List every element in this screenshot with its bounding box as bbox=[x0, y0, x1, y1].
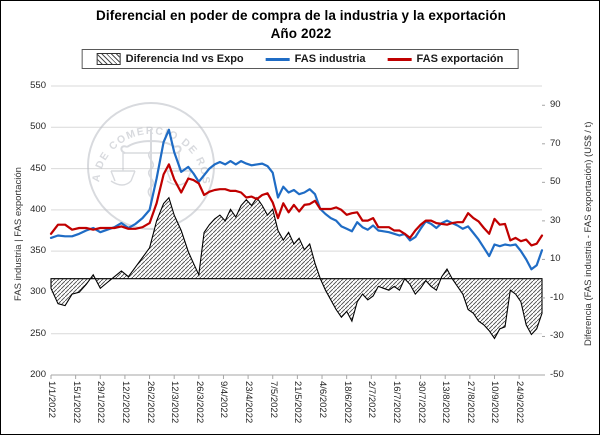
x-tick-label: 23/4/2022 bbox=[243, 381, 255, 424]
x-tick-label: 10/9/2022 bbox=[489, 381, 501, 424]
left-axis-title: FAS industria | FAS exportación bbox=[13, 167, 24, 301]
legend-item-fas-exportacion: FAS exportación bbox=[387, 53, 504, 65]
x-tick-label: 18/6/2022 bbox=[341, 381, 353, 424]
x-tick-label: 30/7/2022 bbox=[415, 381, 427, 424]
red-line-swatch-icon bbox=[387, 57, 412, 61]
x-tick-label: 13/8/2022 bbox=[440, 381, 452, 424]
left-axis-tick-label: 250 bbox=[30, 327, 46, 339]
right-axis-tick-label: 70 bbox=[550, 137, 561, 149]
x-tick-label: 16/7/2022 bbox=[390, 381, 402, 424]
right-axis-title: Diferencia (FAS industria - FAS exportac… bbox=[583, 121, 594, 346]
fas-industria-line-series bbox=[49, 128, 544, 271]
left-axis-tick-label: 550 bbox=[30, 80, 46, 91]
x-tick-label: 2/7/2022 bbox=[366, 381, 378, 418]
legend-label: FAS industria bbox=[294, 53, 366, 65]
left-axis-tick-label: 200 bbox=[30, 369, 46, 380]
left-axis-tick-label: 500 bbox=[30, 121, 46, 133]
legend-item-diferencia: Diferencia Ind vs Expo bbox=[96, 53, 244, 65]
legend-label: Diferencia Ind vs Expo bbox=[125, 53, 244, 65]
caduceus-icon bbox=[120, 129, 182, 206]
x-tick-label: 4/6/2022 bbox=[317, 381, 329, 418]
x-tick-label: 26/3/2022 bbox=[193, 381, 205, 424]
legend-item-fas-industria: FAS industria bbox=[265, 53, 366, 65]
right-axis-tick-label: 90 bbox=[550, 99, 561, 111]
left-axis-tick-label: 450 bbox=[30, 162, 46, 174]
left-axis-tick-label: 350 bbox=[30, 245, 46, 257]
x-tick-label: 15/1/2022 bbox=[70, 381, 82, 424]
right-axis-tick-label: -30 bbox=[550, 330, 564, 342]
x-tick-label: 1/1/2022 bbox=[46, 381, 57, 418]
x-tick-label: 12/2/2022 bbox=[119, 381, 131, 424]
x-tick-label: 29/1/2022 bbox=[95, 381, 107, 424]
left-axis-tick-label: 400 bbox=[30, 203, 46, 215]
left-axis-tick-label: 300 bbox=[30, 286, 46, 298]
x-tick-label: 24/9/2022 bbox=[514, 381, 526, 424]
right-axis-tick-label: 30 bbox=[550, 214, 561, 226]
legend-label: FAS exportación bbox=[416, 53, 504, 65]
scales-left-pan-icon bbox=[110, 153, 136, 186]
x-tick-label: 27/8/2022 bbox=[464, 381, 476, 424]
right-axis-tick-label: 10 bbox=[550, 253, 561, 265]
x-tick-label: 7/5/2022 bbox=[267, 381, 279, 418]
hatch-swatch-icon bbox=[96, 53, 121, 65]
legend: Diferencia Ind vs Expo FAS industria FAS… bbox=[81, 49, 519, 69]
blue-line-swatch-icon bbox=[265, 57, 290, 61]
right-axis-tick-label: -10 bbox=[550, 291, 564, 303]
x-tick-label: 26/2/2022 bbox=[144, 381, 156, 424]
chart-subtitle: Año 2022 bbox=[270, 26, 332, 41]
chart-title: Diferencial en poder de compra de la ind… bbox=[96, 8, 506, 23]
scales-right-pan-icon bbox=[166, 153, 192, 186]
x-tick-label: 21/5/2022 bbox=[292, 381, 304, 424]
x-tick-label: 12/3/2022 bbox=[169, 381, 181, 424]
diferencia-area-series bbox=[50, 196, 543, 340]
x-tick-label: 9/4/2022 bbox=[218, 381, 230, 418]
fas-exportacion-line-series bbox=[49, 163, 544, 247]
right-axis-tick-label: 50 bbox=[550, 176, 561, 188]
right-axis-tick-label: -50 bbox=[550, 369, 564, 380]
